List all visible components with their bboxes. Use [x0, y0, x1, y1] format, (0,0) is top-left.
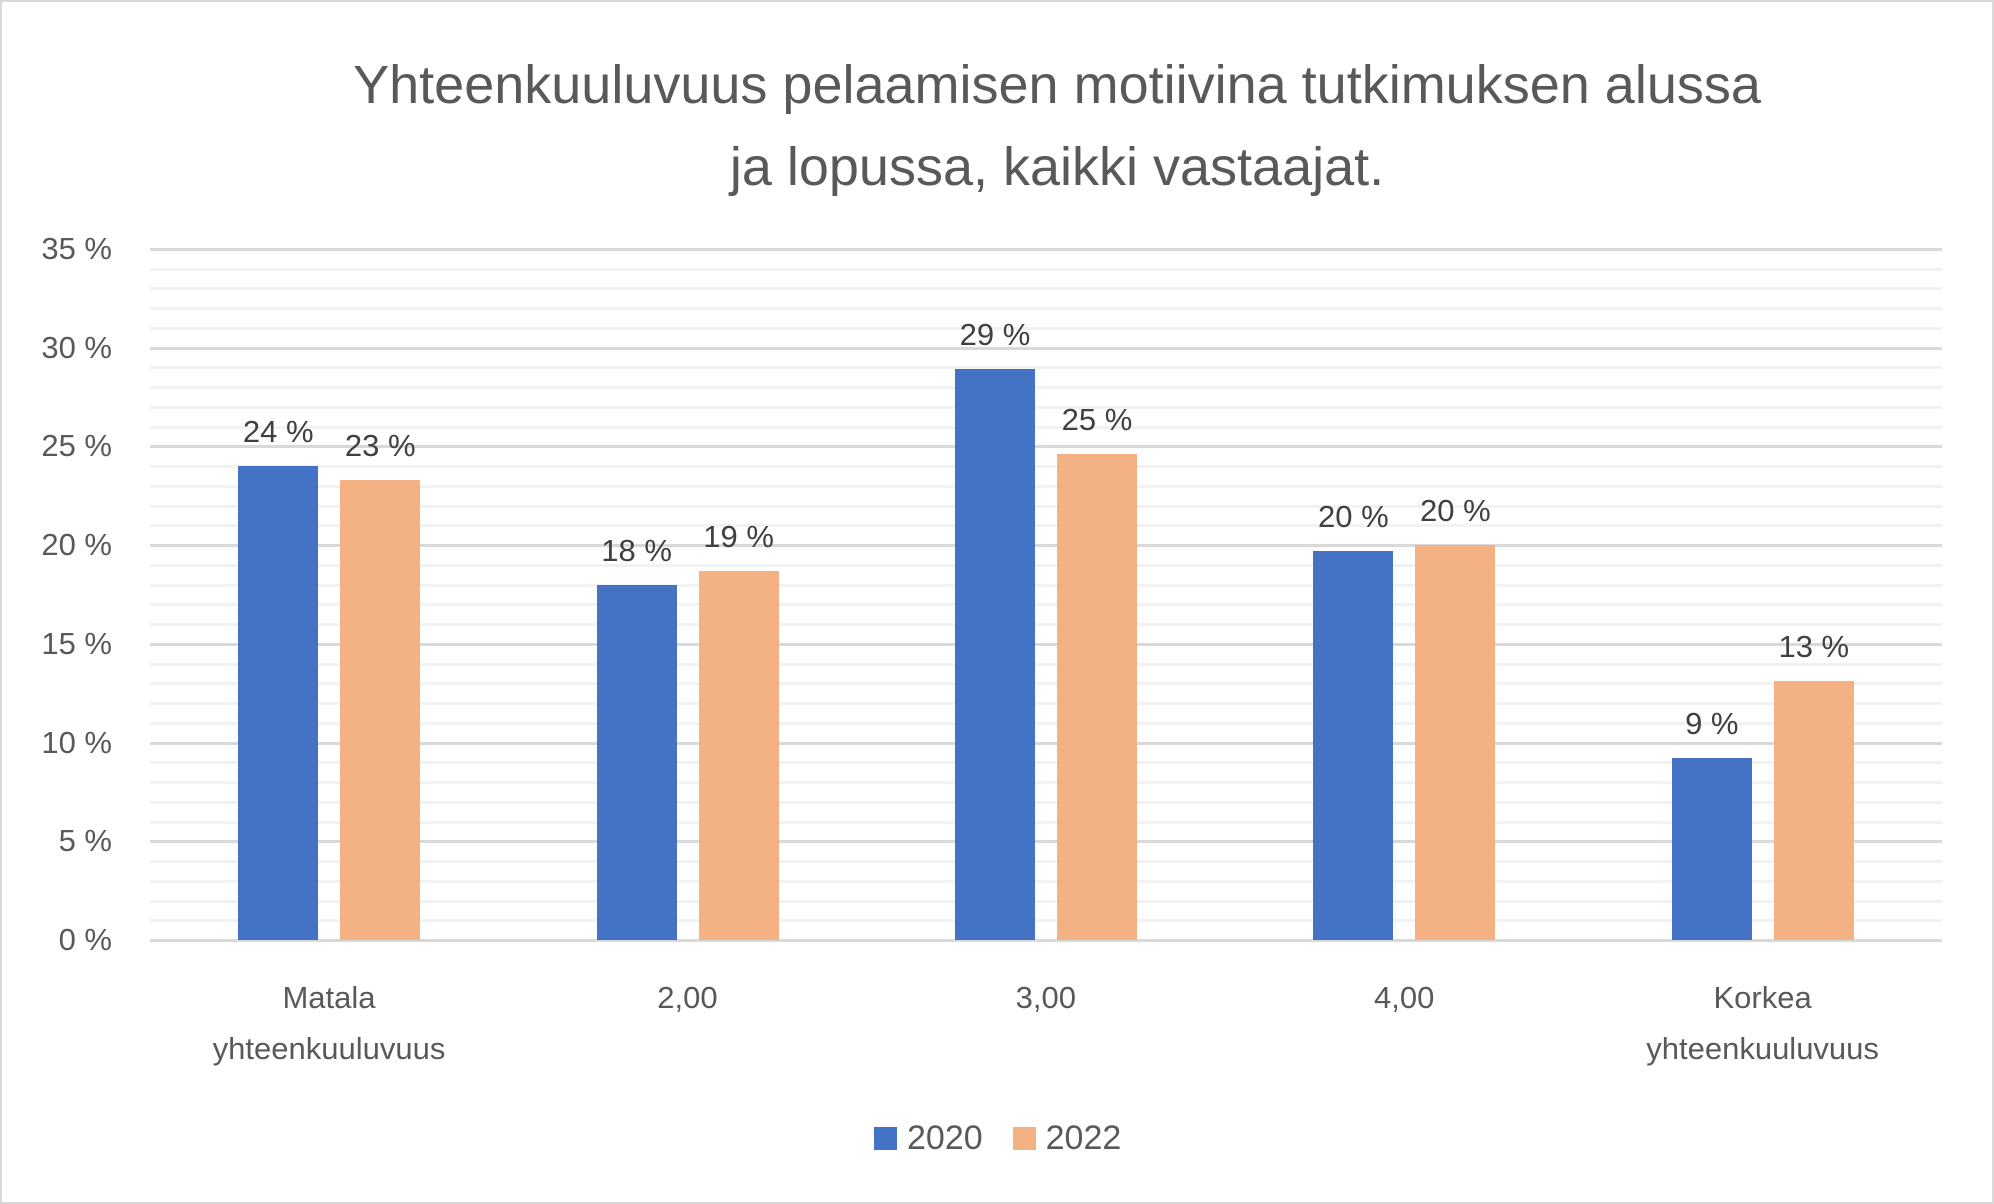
data-label: 23 % [344, 427, 416, 463]
bar-2022[interactable] [1415, 545, 1496, 940]
minor-gridline [150, 702, 1942, 706]
plot-area: 24 % 23 % 18 % 19 % 29 % 25 % 20 % 20 % 9 % 13 % [150, 248, 1942, 942]
data-label: 20 % [1420, 493, 1491, 529]
bar-2022[interactable] [698, 570, 779, 940]
minor-gridline [150, 405, 1942, 409]
minor-gridline [150, 662, 1942, 666]
data-label: 25 % [1061, 402, 1133, 438]
legend-item-2020[interactable]: 2020 [874, 1119, 983, 1158]
x-axis-baseline [150, 939, 1942, 942]
chart-title: Yhteenkuuluvuus pelaamisen motiivina tut… [0, 44, 1994, 208]
minor-gridline [150, 603, 1942, 607]
bar-2022[interactable] [1057, 454, 1137, 940]
minor-gridline [150, 386, 1942, 390]
minor-gridline [150, 504, 1942, 508]
minor-gridline [150, 465, 1942, 469]
data-label: 20 % [1318, 499, 1389, 535]
legend-swatch-2022 [1012, 1126, 1036, 1150]
major-gridline [150, 544, 1942, 548]
major-gridline [150, 840, 1942, 844]
chart-title-line-2: ja lopussa, kaikki vastaajat. [729, 137, 1385, 197]
major-gridline [150, 346, 1942, 350]
x-category-label: 4,00 [1374, 980, 1435, 1015]
minor-gridline [150, 899, 1942, 903]
bar-2020[interactable] [955, 369, 1035, 940]
y-tick-label: 25 % [41, 428, 112, 464]
minor-gridline [150, 287, 1942, 291]
minor-gridline [150, 583, 1942, 587]
y-tick-label: 20 % [41, 527, 112, 563]
minor-gridline [150, 879, 1942, 883]
data-label: 19 % [703, 518, 774, 554]
bar-2020[interactable] [1313, 551, 1394, 940]
y-tick-label: 0 % [58, 922, 112, 957]
bar-2022[interactable] [340, 480, 421, 940]
bar-2022[interactable] [1773, 681, 1854, 940]
minor-gridline [150, 919, 1942, 923]
minor-gridline [150, 820, 1942, 824]
minor-gridline [150, 860, 1942, 864]
x-category-label: 2,00 [657, 980, 718, 1015]
minor-gridline [150, 524, 1942, 528]
bar-2020[interactable] [238, 466, 319, 940]
chart-title-line-1: Yhteenkuuluvuus pelaamisen motiivina tut… [353, 55, 1761, 115]
data-label: 18 % [601, 532, 672, 568]
legend-label-2020: 2020 [907, 1118, 983, 1157]
minor-gridline [150, 761, 1942, 765]
y-tick-label: 30 % [41, 329, 112, 365]
y-tick-label: 10 % [41, 724, 112, 760]
x-category-label: Korkea yhteenkuuluvuus [1646, 980, 1879, 1066]
x-category-label: Matala yhteenkuuluvuus [212, 980, 446, 1066]
minor-gridline [150, 563, 1942, 567]
minor-gridline [150, 721, 1942, 725]
y-tick-label: 5 % [58, 823, 112, 859]
major-gridline [150, 642, 1942, 646]
x-category-label: 3,00 [1015, 980, 1076, 1015]
major-gridline [150, 248, 1942, 251]
legend-item-2022[interactable]: 2022 [1012, 1118, 1122, 1158]
minor-gridline [150, 326, 1942, 330]
minor-gridline [150, 484, 1942, 488]
data-label: 13 % [1778, 629, 1850, 665]
minor-gridline [150, 781, 1942, 785]
legend-label-2022: 2022 [1045, 1118, 1122, 1157]
minor-gridline [150, 682, 1942, 686]
legend: 2020 2022 [874, 1118, 1151, 1158]
minor-gridline [150, 267, 1942, 271]
minor-gridline [150, 425, 1942, 429]
major-gridline [150, 741, 1942, 745]
data-label: 24 % [242, 414, 314, 450]
minor-gridline [150, 623, 1942, 627]
bar-2020[interactable] [1671, 758, 1752, 940]
y-tick-label: 35 % [41, 231, 112, 266]
major-gridline [150, 445, 1942, 449]
minor-gridline [150, 307, 1942, 311]
data-label: 29 % [959, 317, 1031, 353]
legend-swatch-2020 [874, 1126, 897, 1150]
minor-gridline [150, 800, 1942, 804]
y-tick-label: 15 % [41, 625, 112, 661]
data-label: 9 % [1685, 706, 1739, 742]
bar-2020[interactable] [596, 584, 677, 940]
minor-gridline [150, 366, 1942, 370]
